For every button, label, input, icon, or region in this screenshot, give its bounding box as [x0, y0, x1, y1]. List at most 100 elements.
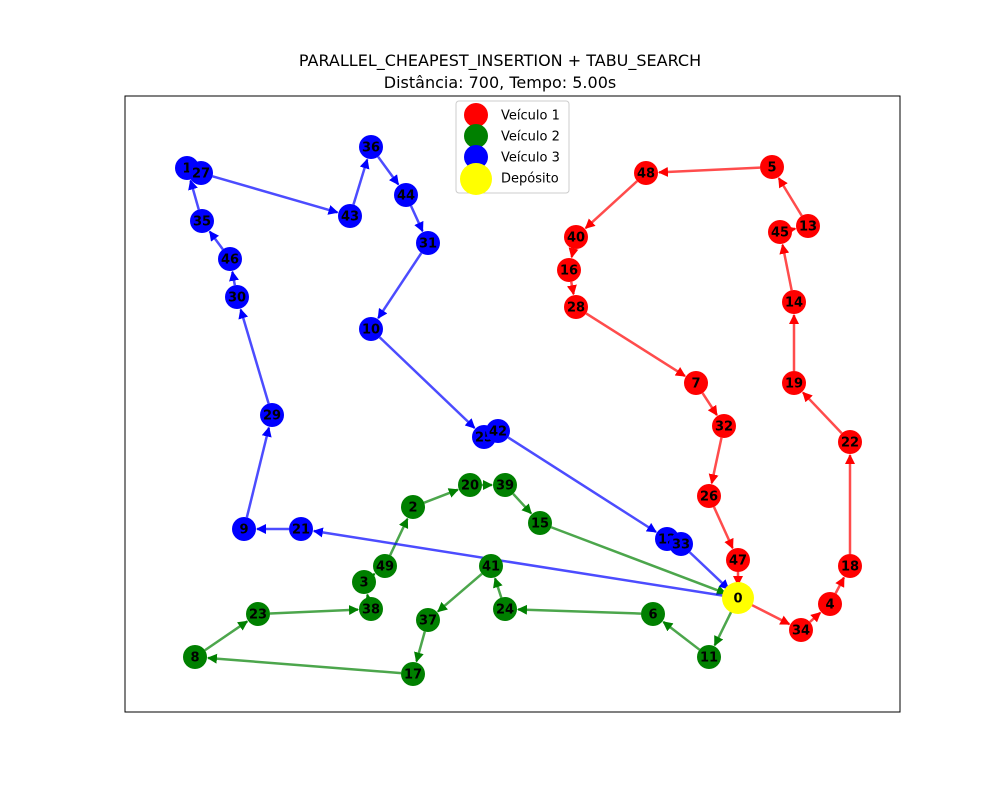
route-edge-32-26	[708, 437, 723, 485]
chart-title-line-1: PARALLEL_CHEAPEST_INSERTION + TABU_SEARC…	[298, 51, 702, 70]
node-label-42: 42	[489, 425, 507, 440]
depot-node	[722, 582, 754, 614]
node-label-27: 27	[192, 167, 210, 182]
node-label-3: 3	[359, 576, 368, 591]
node-label-18: 18	[841, 560, 859, 575]
route-edge-31-10	[377, 252, 423, 319]
node-label-15: 15	[531, 517, 549, 532]
route-edge-34-4	[809, 611, 822, 623]
customer-node-48	[634, 161, 658, 185]
node-label-17: 17	[404, 668, 422, 683]
route-edge-46-35	[208, 230, 224, 251]
node-label-43: 43	[341, 210, 359, 225]
customer-node-19	[782, 371, 806, 395]
node-label-44: 44	[397, 189, 415, 204]
route-edge-42-12	[507, 436, 657, 534]
node-label-7: 7	[691, 377, 700, 392]
route-edge-11-6	[662, 620, 701, 651]
customer-node-20	[458, 473, 482, 497]
node-label-22: 22	[841, 436, 859, 451]
route-edge-45-13	[785, 225, 797, 236]
customer-node-43	[338, 204, 362, 228]
node-label-37: 37	[419, 614, 437, 629]
node-label-24: 24	[496, 603, 514, 618]
customer-node-22	[838, 430, 862, 454]
customer-node-49	[373, 554, 397, 578]
customer-node-10	[359, 317, 383, 341]
customer-node-32	[712, 414, 736, 438]
customer-node-2	[401, 495, 425, 519]
chart-title: PARALLEL_CHEAPEST_INSERTION + TABU_SEARC…	[0, 50, 1000, 94]
route-edges	[187, 155, 855, 675]
customer-node-26	[697, 484, 721, 508]
customer-node-8	[183, 645, 207, 669]
route-edge-17-8	[206, 653, 402, 675]
route-edge-8-23	[204, 620, 249, 652]
node-label-40: 40	[567, 231, 585, 246]
customer-node-5	[760, 155, 784, 179]
route-edge-3-49	[364, 572, 376, 584]
node-label-16: 16	[560, 264, 578, 279]
route-edge-22-19	[802, 391, 843, 435]
customer-node-31	[416, 231, 440, 255]
customer-node-35	[190, 209, 214, 233]
legend-marker-3	[464, 145, 488, 169]
node-label-29: 29	[263, 409, 281, 424]
legend: Veículo 1 Veículo 2 Veículo 3 Depósito	[455, 100, 570, 195]
legend-label-4: Depósito	[501, 172, 559, 187]
node-label-36: 36	[362, 141, 380, 156]
node-label-47: 47	[729, 554, 747, 569]
route-edge-28-7	[585, 312, 686, 378]
route-edge-16-28	[566, 281, 577, 296]
route-edge-43-36	[352, 158, 370, 205]
customer-node-42	[486, 419, 510, 443]
route-edge-5-48	[657, 166, 761, 177]
node-label-0: 0	[733, 592, 742, 607]
customer-node-39	[493, 473, 517, 497]
route-edge-23-38	[269, 604, 360, 615]
node-label-45: 45	[771, 226, 789, 241]
customer-node-36	[359, 135, 383, 159]
route-edge-14-45	[779, 243, 793, 291]
node-label-41: 41	[482, 560, 500, 575]
customer-node-27	[189, 161, 213, 185]
node-label-33: 33	[672, 538, 690, 553]
node-label-39: 39	[496, 479, 514, 494]
route-edge-0-34	[748, 602, 791, 626]
route-edge-27-43	[212, 175, 339, 215]
customer-node-40	[564, 225, 588, 249]
node-label-34: 34	[792, 624, 810, 639]
customer-node-6	[641, 602, 665, 626]
customer-node-28	[564, 295, 588, 319]
customer-node-3	[352, 570, 376, 594]
route-edge-13-5	[777, 177, 803, 217]
route-edge-49-2	[389, 517, 409, 556]
route-edge-24-41	[493, 577, 503, 598]
customer-node-17	[401, 662, 425, 686]
customer-node-13	[796, 214, 820, 238]
customer-node-16	[557, 258, 581, 282]
customer-node-18	[838, 554, 862, 578]
route-edge-38-3	[364, 593, 375, 605]
node-label-13: 13	[799, 220, 817, 235]
customer-node-23	[246, 602, 270, 626]
node-label-11: 11	[700, 651, 718, 666]
customer-node-34	[789, 618, 813, 642]
route-edge-37-17	[414, 631, 426, 663]
customer-node-24	[493, 597, 517, 621]
route-edge-15-0	[550, 526, 727, 595]
customer-node-30	[225, 285, 249, 309]
node-label-8: 8	[190, 651, 199, 666]
node-label-2: 2	[408, 501, 417, 516]
node-label-20: 20	[461, 479, 479, 494]
route-edge-7-32	[701, 392, 718, 416]
route-edge-41-37	[437, 572, 483, 613]
node-label-14: 14	[785, 296, 803, 311]
node-label-23: 23	[249, 608, 267, 623]
legend-label-2: Veículo 2	[501, 130, 560, 145]
node-label-30: 30	[228, 291, 246, 306]
node-label-6: 6	[648, 608, 657, 623]
node-label-21: 21	[292, 523, 310, 538]
